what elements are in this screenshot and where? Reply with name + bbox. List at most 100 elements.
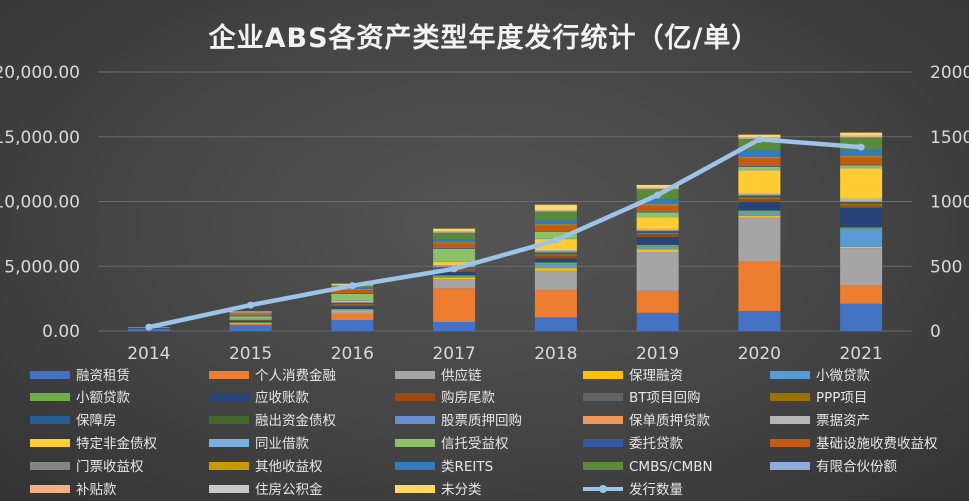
bar-segment bbox=[738, 166, 781, 167]
legend-swatch bbox=[209, 393, 249, 401]
legend-label: 发行数量 bbox=[629, 482, 683, 498]
bar-segment bbox=[229, 316, 272, 319]
bar-segment bbox=[229, 320, 272, 323]
bar-segment bbox=[636, 217, 679, 218]
bar-segment bbox=[534, 224, 577, 226]
bar-segment bbox=[738, 138, 781, 151]
axes: 0.00 5,000.00 10,000.00 15,000.00 20,000.00 0… bbox=[0, 63, 969, 364]
bar-segment bbox=[636, 249, 679, 253]
bar-segment bbox=[840, 248, 883, 286]
bar-segment bbox=[433, 261, 476, 263]
legend-item: CMBS/CMBN bbox=[583, 459, 713, 475]
bar-segment bbox=[229, 318, 272, 320]
left-axis-tick-label: 0.00 bbox=[42, 322, 80, 342]
legend-item: 供应链 bbox=[395, 367, 482, 384]
bar-segment bbox=[433, 277, 476, 280]
bar-segment bbox=[840, 203, 883, 206]
bar-segment bbox=[433, 232, 476, 240]
legend-swatch bbox=[395, 485, 435, 493]
legend-swatch bbox=[583, 371, 623, 379]
legend-item: 未分类 bbox=[395, 482, 482, 498]
legend-label: 门票收益权 bbox=[76, 458, 144, 475]
bar-segment bbox=[840, 303, 883, 331]
x-axis-tick-label: 2021 bbox=[839, 344, 882, 364]
bar-segment bbox=[534, 270, 577, 291]
bar-segment bbox=[840, 167, 883, 169]
bar-segment bbox=[840, 227, 883, 229]
bar-segment bbox=[331, 300, 374, 301]
legend-label: 委托贷款 bbox=[629, 436, 683, 452]
bar-segment bbox=[229, 322, 272, 323]
issuance-count-point bbox=[857, 143, 865, 151]
legend-swatch bbox=[395, 371, 435, 379]
legend-label: 融资租赁 bbox=[76, 368, 130, 384]
bar-segment bbox=[636, 244, 679, 247]
bar-segment bbox=[433, 288, 476, 322]
bar-segment bbox=[738, 195, 781, 197]
bar-segment bbox=[738, 310, 781, 331]
bar-segment bbox=[433, 248, 476, 262]
bar-segment bbox=[331, 313, 374, 320]
legend-label: 特定非金债权 bbox=[76, 435, 157, 452]
legend-swatch bbox=[395, 439, 435, 447]
bar-segment bbox=[433, 231, 476, 233]
bar-segment bbox=[738, 215, 781, 218]
bar-segment bbox=[534, 290, 577, 318]
bar-segment bbox=[636, 217, 679, 229]
legend-label: 小额贷款 bbox=[76, 390, 130, 406]
legend-label: 住房公积金 bbox=[255, 482, 323, 498]
bar-segment bbox=[738, 195, 781, 196]
bar-segment bbox=[738, 194, 781, 196]
bar-segment bbox=[534, 253, 577, 255]
bar-segment bbox=[229, 320, 272, 321]
legend-item: 其他收益权 bbox=[209, 458, 323, 475]
bar-segment bbox=[636, 184, 679, 188]
legend-item: 个人消费金融 bbox=[209, 368, 336, 384]
legend-item: 补贴款 bbox=[30, 482, 117, 498]
bar-segment bbox=[738, 157, 781, 167]
bar-segment bbox=[636, 234, 679, 235]
legend-swatch bbox=[30, 393, 70, 401]
bar-segment bbox=[636, 237, 679, 245]
bar-segment bbox=[331, 304, 374, 306]
bar-segment bbox=[738, 217, 781, 262]
bar-segment bbox=[636, 252, 679, 291]
bar-segment bbox=[636, 290, 679, 313]
legend-swatch bbox=[770, 462, 810, 470]
bar-segment bbox=[840, 201, 883, 202]
bar-segment bbox=[738, 261, 781, 311]
legend-item: 融资租赁 bbox=[30, 368, 130, 384]
legend-swatch bbox=[770, 371, 810, 379]
bar-segment bbox=[636, 246, 679, 250]
gridlines bbox=[98, 71, 912, 332]
x-axis-tick-label: 2018 bbox=[534, 344, 577, 364]
legend-swatch bbox=[770, 416, 810, 424]
bar-segment bbox=[229, 323, 272, 324]
issuance-count-polyline bbox=[146, 137, 864, 330]
bar-segment bbox=[433, 321, 476, 331]
issuance-count-point bbox=[145, 323, 153, 331]
legend-label: 应收账款 bbox=[255, 389, 309, 406]
legend-item: BT项目回购 bbox=[583, 390, 701, 406]
legend-label: 未分类 bbox=[441, 482, 482, 498]
x-axis-tick-label: 2020 bbox=[738, 344, 781, 364]
bar-segment bbox=[433, 239, 476, 243]
bar-segment bbox=[840, 135, 883, 137]
bar-segment bbox=[534, 251, 577, 252]
bar-segment bbox=[738, 197, 781, 200]
bar-segment bbox=[636, 231, 679, 232]
chart-title: 企业ABS各资产类型年度发行统计（亿/单） bbox=[209, 22, 760, 54]
x-axis-tick-label: 2019 bbox=[636, 344, 679, 364]
bar-segment bbox=[840, 156, 883, 165]
legend-item: 发行数量 bbox=[583, 482, 683, 498]
legend-swatch bbox=[209, 416, 249, 424]
legend-item: 保理融资 bbox=[583, 368, 683, 384]
bars bbox=[127, 132, 883, 331]
bar-segment bbox=[840, 205, 883, 207]
bar-segment bbox=[534, 239, 577, 251]
bar-segment bbox=[840, 207, 883, 228]
bar-segment bbox=[840, 137, 883, 138]
